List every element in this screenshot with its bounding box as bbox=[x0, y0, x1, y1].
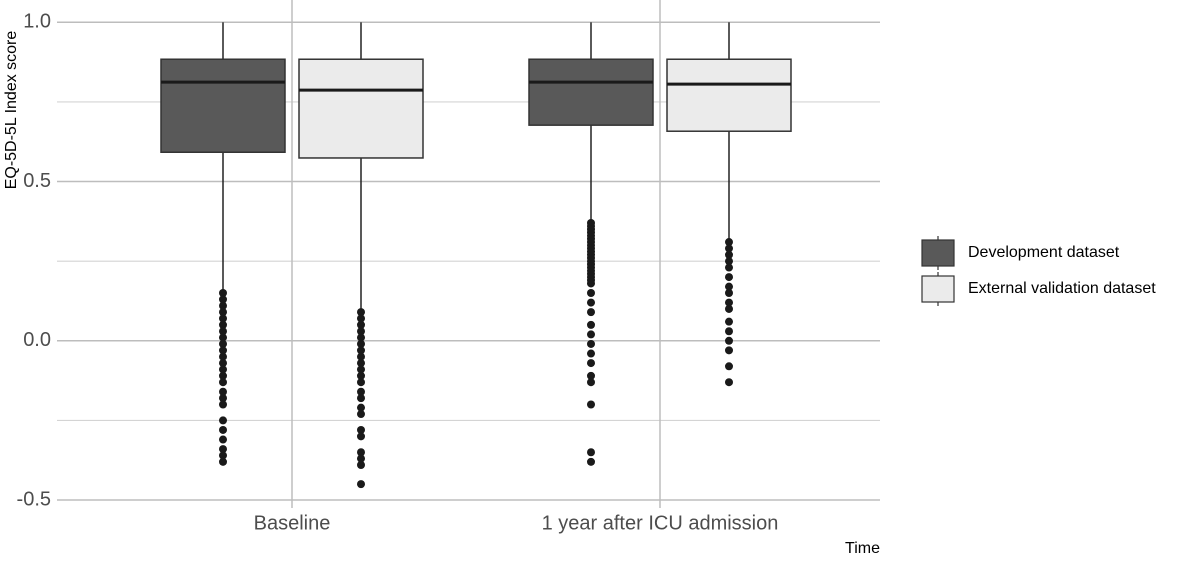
y-tick-label: 1.0 bbox=[23, 11, 51, 33]
outlier bbox=[357, 314, 365, 323]
outlier bbox=[587, 298, 595, 307]
x-tick-label: Baseline bbox=[254, 512, 331, 534]
outlier bbox=[587, 289, 595, 298]
outlier bbox=[357, 333, 365, 342]
outlier bbox=[587, 320, 595, 329]
outlier bbox=[587, 457, 595, 466]
outlier bbox=[219, 451, 227, 460]
outlier bbox=[219, 352, 227, 361]
outlier bbox=[357, 461, 365, 470]
outlier bbox=[725, 317, 733, 326]
outlier bbox=[219, 394, 227, 403]
box bbox=[528, 58, 654, 126]
x-tick-label: 1 year after ICU admission bbox=[542, 512, 779, 534]
outlier bbox=[357, 371, 365, 380]
outlier bbox=[357, 448, 365, 457]
y-axis-label: EQ-5D-5L Index score bbox=[3, 31, 20, 190]
outlier bbox=[357, 320, 365, 329]
legend-label: External validation dataset bbox=[968, 280, 1156, 297]
outlier bbox=[357, 480, 365, 489]
outlier bbox=[725, 282, 733, 291]
outlier bbox=[219, 320, 227, 329]
outlier bbox=[357, 365, 365, 374]
outlier bbox=[219, 445, 227, 454]
outlier bbox=[357, 339, 365, 348]
outlier bbox=[357, 410, 365, 419]
outlier bbox=[219, 400, 227, 409]
outlier bbox=[357, 387, 365, 396]
outlier bbox=[219, 327, 227, 336]
outlier bbox=[219, 333, 227, 342]
outlier bbox=[357, 308, 365, 317]
box bbox=[160, 58, 286, 153]
x-axis-label: Time bbox=[845, 540, 880, 557]
legend-label: Development dataset bbox=[968, 244, 1120, 261]
outlier bbox=[219, 425, 227, 434]
outlier bbox=[587, 308, 595, 317]
outlier bbox=[725, 273, 733, 282]
outlier bbox=[725, 238, 733, 247]
outlier bbox=[357, 378, 365, 387]
outlier bbox=[725, 289, 733, 298]
outlier bbox=[219, 371, 227, 380]
outlier bbox=[587, 279, 595, 288]
outlier bbox=[219, 289, 227, 298]
outlier bbox=[357, 394, 365, 403]
outlier bbox=[725, 378, 733, 387]
outlier bbox=[219, 365, 227, 374]
outlier bbox=[357, 432, 365, 441]
outlier bbox=[357, 352, 365, 361]
outlier bbox=[219, 387, 227, 396]
outlier bbox=[725, 250, 733, 259]
legend-key bbox=[921, 239, 955, 267]
outlier bbox=[725, 298, 733, 307]
outlier bbox=[587, 400, 595, 409]
outlier bbox=[587, 349, 595, 358]
outlier bbox=[219, 346, 227, 355]
box bbox=[666, 58, 792, 132]
outlier bbox=[587, 339, 595, 348]
outlier bbox=[587, 330, 595, 339]
outlier bbox=[725, 327, 733, 336]
outlier bbox=[357, 327, 365, 336]
outlier bbox=[357, 403, 365, 412]
outlier bbox=[219, 435, 227, 444]
y-tick-label: 0.5 bbox=[23, 170, 51, 192]
outlier bbox=[219, 301, 227, 310]
outlier bbox=[587, 359, 595, 368]
outlier bbox=[357, 359, 365, 368]
y-tick-label: 0.0 bbox=[23, 329, 51, 351]
outlier bbox=[587, 371, 595, 380]
outlier bbox=[725, 304, 733, 313]
outlier bbox=[219, 359, 227, 368]
outlier bbox=[219, 339, 227, 348]
outlier bbox=[219, 378, 227, 387]
outlier bbox=[725, 244, 733, 253]
outlier bbox=[357, 425, 365, 434]
outlier bbox=[725, 263, 733, 272]
outlier bbox=[725, 362, 733, 371]
outlier bbox=[219, 416, 227, 425]
outlier bbox=[357, 346, 365, 355]
outlier bbox=[725, 336, 733, 345]
outlier bbox=[587, 378, 595, 387]
outlier bbox=[725, 257, 733, 266]
outlier bbox=[219, 457, 227, 466]
outlier bbox=[219, 314, 227, 323]
legend-key bbox=[921, 275, 955, 303]
box bbox=[298, 58, 424, 159]
outlier bbox=[219, 295, 227, 304]
outlier bbox=[219, 308, 227, 317]
y-tick-label: -0.5 bbox=[17, 488, 51, 510]
outlier bbox=[357, 454, 365, 463]
outlier bbox=[725, 346, 733, 355]
outlier bbox=[587, 448, 595, 457]
